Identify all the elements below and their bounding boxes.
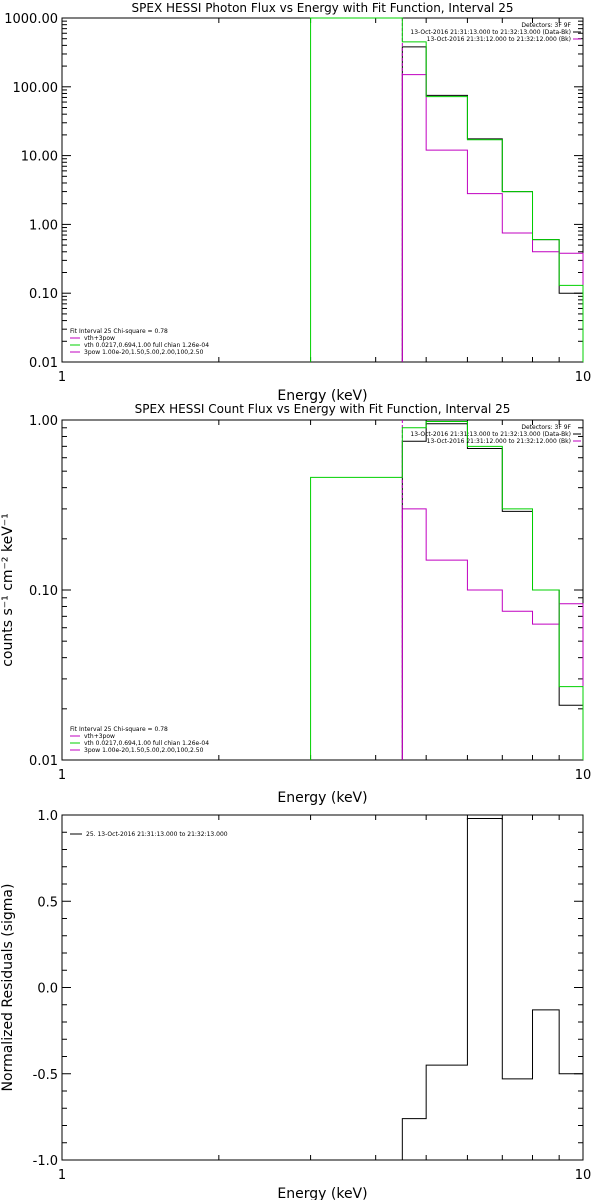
y-tick-label: 1.0 [37,809,58,824]
y-tick-label: 0.01 [29,356,58,371]
plot-frame-2 [61,419,584,761]
series-data-bk [401,423,584,760]
x-axis-label-3: Energy (keV) [277,1186,367,1200]
series-bk [401,508,584,760]
legend-top-entry: 13-Oct-2016 21:31:13.000 to 21:32:13.000… [410,29,571,36]
legend-bottom-entry: vth+3pow [84,733,115,740]
y-tick-label: 100.00 [13,81,59,96]
chart-title-1: SPEX HESSI Photon Flux vs Energy with Fi… [132,1,514,15]
legend-residual-entry: 25. 13-Oct-2016 21:31:13.000 to 21:32:13… [86,831,228,838]
plot-frame-1 [61,17,584,363]
legend-top-entry: 13-Oct-2016 21:31:13.000 to 21:32:13.000… [410,431,571,438]
x-tick-label: 10 [575,768,592,783]
x-tick-label: 10 [575,1168,592,1183]
x-axis-label-1: Energy (keV) [277,388,367,404]
plot-frame-3 [61,814,584,1161]
y-tick-label: 0.0 [37,982,58,997]
legend-bottom-entry: Fit Interval 25 Chi-square = 0.78 [70,328,168,335]
x-tick-label: 1 [58,370,66,385]
legend-bottom-entry: vth+3pow [84,335,115,342]
y-tick-label: 0.5 [37,895,58,910]
series-data-bk [401,46,584,362]
series-vth-3pow [310,420,584,760]
legend-bottom-entry: vth 0.0217,0.694,1.00 full chian 1.26e-0… [84,740,209,747]
legend-top-entry: 13-Oct-2016 21:31:12.000 to 21:32:12.000… [427,36,571,43]
y-tick-label: -1.0 [33,1154,58,1169]
legend-bottom-entry: Fit Interval 25 Chi-square = 0.78 [70,726,168,733]
y-axis-label-2: counts s⁻¹ cm⁻² keV⁻¹ [0,513,16,667]
legend-top-entry: Detectors: 3F 9F [521,424,571,431]
y-tick-label: 0.10 [29,584,58,599]
legend-top-entry: 13-Oct-2016 21:31:12.000 to 21:32:12.000… [427,438,571,445]
series-vth-3pow [310,17,584,362]
y-tick-label: -0.5 [33,1068,58,1083]
y-axis-label-3: Normalized Residuals (sigma) [0,884,16,1092]
x-tick-label: 1 [58,768,66,783]
y-tick-label: 1000.00 [4,12,58,27]
legend-bottom-entry: vth 0.0217,0.694,1.00 full chian 1.26e-0… [84,342,209,349]
series-bk [401,74,584,362]
legend-bottom-entry: 3pow 1.00e-20,1.50,5.00,2.00,100,2.50 [84,747,204,754]
legend-top-entry: Detectors: 3F 9F [521,22,571,29]
series-25-13-oct-2016-21-31-13-000-to-21-32-13-000 [401,817,584,1160]
chart-title-2: SPEX HESSI Count Flux vs Energy with Fit… [135,402,511,416]
y-tick-label: 0.10 [29,287,58,302]
y-tick-label: 1.00 [29,218,58,233]
x-axis-label-2: Energy (keV) [277,790,367,806]
y-tick-label: 10.00 [21,150,58,165]
x-tick-label: 10 [575,370,592,385]
legend-bottom-entry: 3pow 1.00e-20,1.50,5.00,2.00,100,2.50 [84,349,204,356]
y-tick-label: 1.00 [29,414,58,429]
x-tick-label: 1 [58,1168,66,1183]
y-tick-label: 0.01 [29,754,58,769]
